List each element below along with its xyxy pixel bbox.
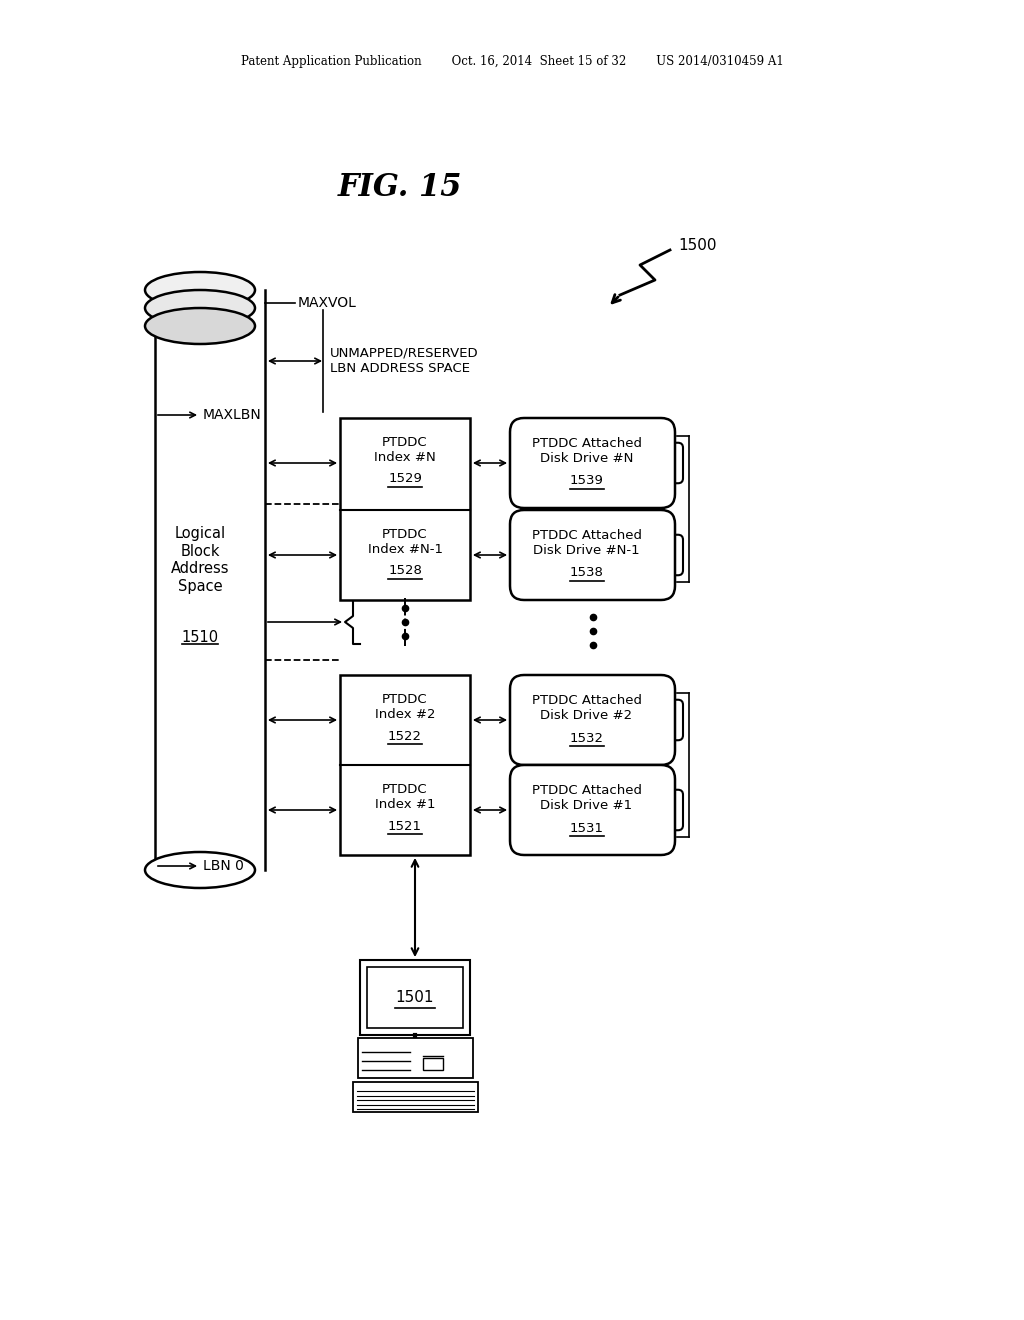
Text: 1531: 1531 [569, 821, 603, 834]
Text: PTDDC
Index #2: PTDDC Index #2 [375, 693, 435, 721]
Text: 1528: 1528 [388, 565, 422, 578]
Text: 1522: 1522 [388, 730, 422, 742]
Text: PTDDC
Index #N: PTDDC Index #N [374, 436, 436, 465]
Text: PTDDC Attached
Disk Drive #1: PTDDC Attached Disk Drive #1 [531, 784, 641, 812]
Text: PTDDC
Index #N-1: PTDDC Index #N-1 [368, 528, 442, 556]
FancyBboxPatch shape [667, 700, 683, 741]
Text: UNMAPPED/RESERVED
LBN ADDRESS SPACE: UNMAPPED/RESERVED LBN ADDRESS SPACE [330, 347, 478, 375]
FancyBboxPatch shape [352, 1082, 477, 1111]
FancyBboxPatch shape [360, 960, 470, 1035]
Text: 1529: 1529 [388, 473, 422, 486]
Text: 1500: 1500 [678, 238, 717, 252]
Text: Logical
Block
Address
Space: Logical Block Address Space [171, 527, 229, 594]
FancyBboxPatch shape [667, 789, 683, 830]
Ellipse shape [145, 272, 255, 308]
Text: 1510: 1510 [181, 631, 218, 645]
FancyBboxPatch shape [423, 1059, 443, 1071]
FancyBboxPatch shape [340, 675, 470, 855]
Text: PTDDC
Index #1: PTDDC Index #1 [375, 783, 435, 810]
FancyBboxPatch shape [510, 510, 675, 601]
FancyBboxPatch shape [667, 535, 683, 576]
FancyBboxPatch shape [510, 675, 675, 766]
Text: PTDDC Attached
Disk Drive #N-1: PTDDC Attached Disk Drive #N-1 [531, 529, 641, 557]
FancyBboxPatch shape [357, 1038, 472, 1078]
Text: MAXVOL: MAXVOL [298, 296, 357, 310]
Text: MAXLBN: MAXLBN [203, 408, 262, 422]
FancyBboxPatch shape [510, 418, 675, 508]
Text: PTDDC Attached
Disk Drive #N: PTDDC Attached Disk Drive #N [531, 437, 641, 465]
FancyBboxPatch shape [667, 442, 683, 483]
FancyBboxPatch shape [367, 968, 463, 1028]
Text: 1539: 1539 [569, 474, 603, 487]
Text: Patent Application Publication        Oct. 16, 2014  Sheet 15 of 32        US 20: Patent Application Publication Oct. 16, … [241, 55, 783, 69]
Text: 1501: 1501 [395, 990, 434, 1005]
Text: 1521: 1521 [388, 820, 422, 833]
Text: LBN 0: LBN 0 [203, 859, 244, 873]
Text: 1532: 1532 [569, 731, 603, 744]
FancyBboxPatch shape [510, 766, 675, 855]
FancyBboxPatch shape [340, 418, 470, 601]
Ellipse shape [145, 290, 255, 326]
Text: PTDDC Attached
Disk Drive #2: PTDDC Attached Disk Drive #2 [531, 694, 641, 722]
Text: FIG. 15: FIG. 15 [338, 173, 462, 203]
Ellipse shape [145, 308, 255, 345]
Ellipse shape [145, 851, 255, 888]
Text: 1538: 1538 [569, 566, 603, 579]
